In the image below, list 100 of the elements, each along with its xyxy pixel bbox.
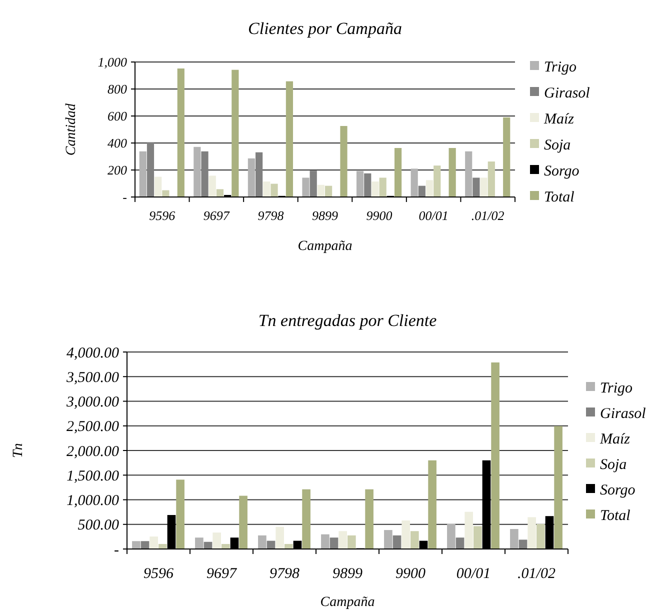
bar	[364, 173, 372, 197]
y-tick-label: 2,500.00	[66, 419, 120, 436]
x-tick-label: 9899	[312, 208, 338, 223]
bar	[139, 151, 146, 197]
y-tick-label: -	[122, 190, 127, 205]
y-tick-label: 200	[108, 162, 128, 178]
y-tick-label: 1,000.00	[66, 493, 120, 509]
bar	[491, 362, 500, 549]
bar	[212, 532, 221, 549]
bar	[554, 426, 562, 549]
x-axis-title: Campaña	[298, 239, 352, 254]
bar	[456, 538, 464, 549]
bar	[488, 161, 495, 197]
bar	[356, 170, 364, 197]
y-tick-label: 2,000.00	[66, 444, 120, 460]
bar	[321, 534, 330, 549]
bar	[194, 146, 201, 197]
bar	[480, 178, 488, 197]
y-tick-label: 500.00	[78, 518, 120, 534]
bar	[176, 480, 184, 549]
bar	[528, 517, 536, 549]
bar	[379, 178, 386, 197]
x-tick-label: 00/01	[456, 566, 491, 582]
bar	[338, 531, 347, 549]
legend-label: Total	[600, 508, 630, 524]
bar	[510, 529, 518, 549]
x-tick-label: 9900	[396, 566, 426, 582]
bar	[302, 178, 310, 197]
bar	[340, 126, 348, 197]
y-tick-label: 800	[108, 82, 128, 97]
x-tick-label: 9596	[144, 566, 174, 582]
bar	[270, 184, 278, 197]
bar	[263, 181, 270, 197]
legend-label: Trigo	[544, 59, 578, 76]
bar	[222, 544, 230, 549]
x-tick-label: 9798	[258, 208, 284, 223]
bar	[330, 538, 338, 549]
x-tick-label: 00/01	[418, 208, 448, 223]
bar	[384, 530, 392, 549]
bar	[154, 176, 162, 197]
bar	[140, 541, 150, 549]
y-tick-label: 3,000.00	[66, 394, 120, 410]
bar	[410, 168, 418, 197]
y-tick-label: 1,500.00	[66, 468, 120, 484]
bar	[418, 186, 426, 197]
bar	[201, 151, 208, 197]
bar	[394, 148, 402, 197]
bar	[372, 181, 379, 197]
x-tick-label: .01/02	[471, 208, 505, 223]
legend-label: Maíz	[599, 431, 630, 448]
bar	[426, 180, 434, 197]
bar	[310, 170, 317, 197]
legend-label: Total	[544, 189, 574, 206]
legend-label: Sorgo	[544, 163, 580, 180]
y-tick-label: 4,000.00	[66, 345, 120, 362]
x-tick-label: 9798	[270, 566, 300, 582]
bar	[302, 489, 310, 549]
bar	[216, 189, 224, 197]
bar	[410, 531, 419, 549]
bar	[474, 526, 482, 549]
y-tick-label: 3,500.00	[66, 370, 120, 386]
x-tick-label: 9900	[366, 208, 393, 223]
legend-label: Sorgo	[600, 482, 636, 498]
bar	[448, 148, 456, 197]
x-tick-label: 9596	[149, 208, 176, 223]
bar	[256, 152, 263, 197]
bar	[536, 524, 545, 549]
y-tick-label: 400	[108, 136, 128, 151]
legend-label: Trigo	[600, 380, 634, 396]
bar	[276, 526, 284, 549]
bar	[248, 158, 256, 197]
x-tick-label: 9899	[332, 566, 363, 582]
bar	[284, 544, 293, 549]
bar	[232, 70, 239, 197]
x-tick-label: 9697	[203, 208, 230, 223]
x-axis-title: Campaña	[320, 595, 375, 610]
bar	[317, 184, 324, 197]
bar	[503, 117, 510, 197]
legend-label: Maíz	[543, 111, 574, 128]
bar	[195, 538, 204, 549]
y-axis-title: Cantidad	[64, 102, 79, 156]
bar	[158, 544, 167, 549]
bar	[447, 524, 456, 549]
x-tick-label: .01/02	[518, 566, 556, 582]
legend-label: Soja	[600, 456, 627, 473]
bar	[132, 541, 140, 549]
bar	[392, 535, 402, 549]
bar	[325, 186, 332, 197]
bar	[428, 460, 436, 549]
bar	[402, 520, 410, 549]
bar	[150, 536, 158, 549]
bar	[465, 151, 472, 197]
y-axis-title: Tn	[11, 443, 26, 458]
bar	[348, 535, 356, 549]
x-tick-label: 9697	[206, 566, 238, 582]
chart-title: Tn entregadas por Cliente	[258, 311, 438, 330]
y-tick-label: -	[114, 542, 119, 558]
bar	[286, 81, 294, 197]
bar	[239, 496, 248, 549]
y-tick-label: 1,000	[98, 54, 128, 70]
